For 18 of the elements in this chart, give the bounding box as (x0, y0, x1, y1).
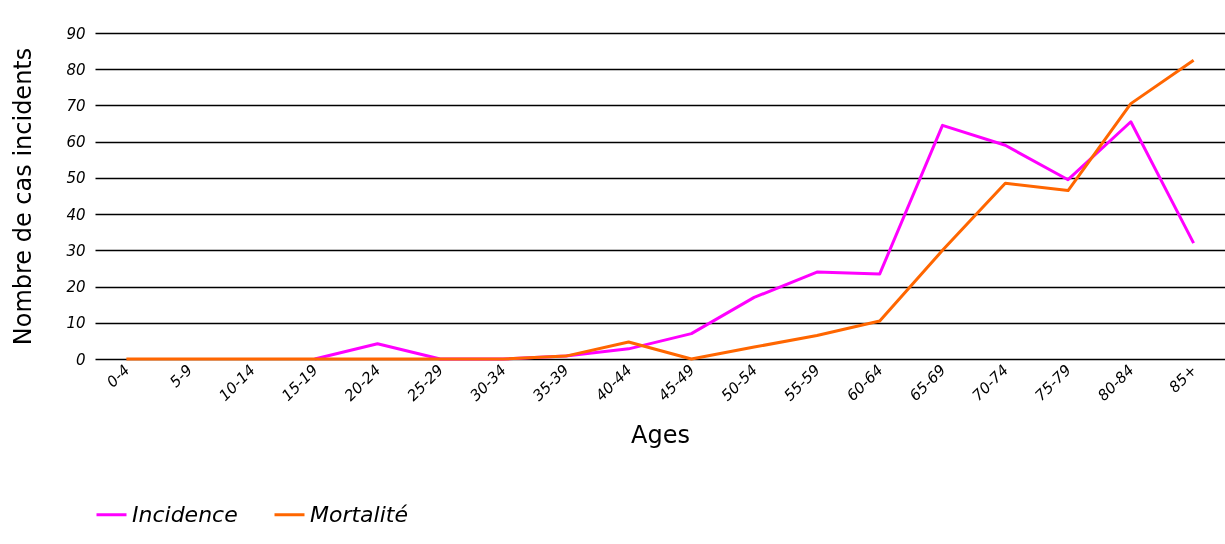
legend-label: Mortalité (310, 501, 408, 527)
x-tick-label: 0-4 (103, 361, 134, 392)
y-tick-label: 30 (66, 241, 86, 260)
y-tick-label: 20 (66, 278, 86, 297)
y-tick-label: 80 (66, 60, 86, 79)
y-tick-label: 90 (66, 24, 86, 43)
y-tick-label: 0 (75, 350, 86, 369)
line-series (124, 58, 1196, 361)
y-tick-label: 50 (66, 169, 86, 188)
y-tick-label: 40 (66, 205, 86, 224)
x-tick-label: 85+ (1165, 361, 1201, 397)
y-tick-label: 10 (66, 314, 86, 333)
x-tick-label: 5-9 (165, 361, 197, 392)
y-tick-label: 60 (66, 133, 86, 152)
y-axis-title: Nombre de cas incidents (9, 47, 38, 346)
y-tick-label: 70 (66, 96, 86, 115)
x-axis-title: Ages (631, 420, 690, 449)
legend-label: Incidence (132, 501, 238, 527)
